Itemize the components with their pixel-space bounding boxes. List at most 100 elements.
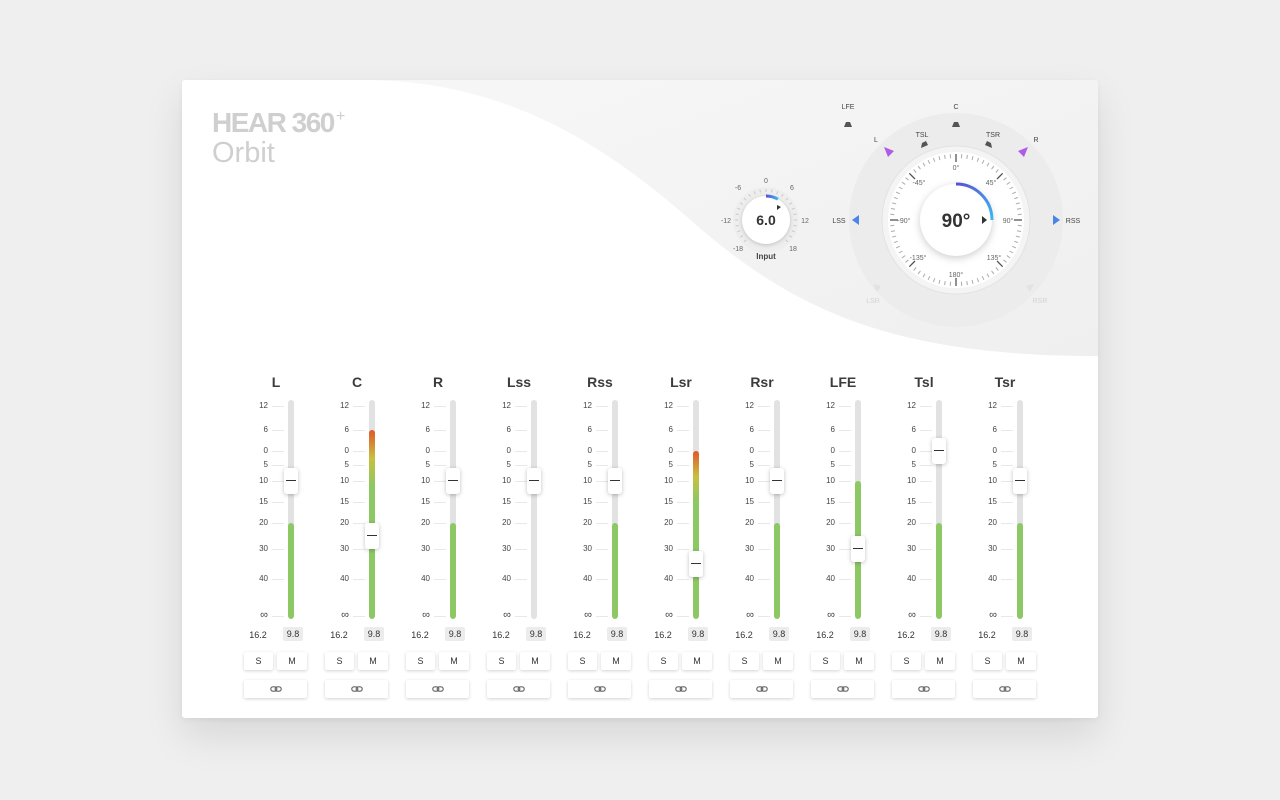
orbit-tick-mark (922, 162, 926, 167)
solo-button[interactable]: S (811, 652, 840, 670)
speaker-tsl-icon[interactable] (921, 141, 928, 148)
speaker-tsr-icon[interactable] (985, 141, 992, 148)
orbit-tick-mark (1015, 202, 1020, 205)
fader-handle[interactable] (770, 468, 784, 494)
solo-button[interactable]: S (649, 652, 678, 670)
mute-button[interactable]: M (520, 652, 550, 670)
link-button[interactable] (406, 680, 469, 698)
orbit-tick-90: 90° (1003, 217, 1014, 225)
fader-scale-label: 20 (421, 518, 430, 527)
solo-button[interactable]: S (406, 652, 435, 670)
link-button[interactable] (892, 680, 955, 698)
fader-handle[interactable] (851, 536, 865, 562)
fader-scale-line (920, 406, 932, 407)
speaker-r-icon[interactable] (1018, 147, 1028, 157)
fader-scale-line (515, 406, 527, 407)
mute-button[interactable]: M (925, 652, 955, 670)
orbit-tick-mark (966, 154, 968, 160)
fader-scale-label: 30 (745, 544, 754, 553)
link-button[interactable] (568, 680, 631, 698)
speaker-lss-icon[interactable] (852, 215, 859, 225)
mute-button[interactable]: M (277, 652, 307, 670)
fader-scale-line (920, 502, 932, 503)
speaker-lfe-icon[interactable] (844, 122, 852, 127)
orbit-tick-mark (986, 162, 990, 167)
link-button[interactable] (244, 680, 307, 698)
fader-scale-line (434, 406, 446, 407)
speaker-rsr-icon[interactable] (1026, 284, 1034, 292)
mute-button[interactable]: M (358, 652, 388, 670)
fader-handle[interactable] (1013, 468, 1027, 494)
mute-button[interactable]: M (763, 652, 793, 670)
peak-readout: 9.8 (607, 627, 627, 641)
channel-name: Lss (506, 374, 532, 390)
orbit-tick-mark (932, 278, 936, 283)
fader-scale-label: 30 (988, 544, 997, 553)
fader-scale-label: 10 (502, 476, 511, 485)
fader-handle[interactable] (284, 468, 298, 494)
fader-scale-label: 6 (263, 425, 268, 434)
input-knob-value: 6.0 (756, 212, 776, 228)
fader-scale-label: 30 (664, 544, 673, 553)
fader-scale-line (272, 579, 284, 580)
speaker-c-icon[interactable] (952, 122, 960, 127)
level-meter (450, 400, 456, 619)
fader-scale-line (596, 465, 608, 466)
fader-handle[interactable] (446, 468, 460, 494)
orbit-tick-mark (971, 279, 974, 284)
solo-button[interactable]: S (244, 652, 273, 670)
solo-button[interactable]: S (730, 652, 759, 670)
fader-scale-label: 15 (583, 497, 592, 506)
fader-scale-line (434, 465, 446, 466)
channel-strip-c: C 12 6 0 5 10 15 20 30 40 ∞ 16.2 9.8 S M (325, 80, 406, 718)
fader-scale-line (839, 502, 851, 503)
fader-scale-line (353, 549, 365, 550)
orbit-panner[interactable]: 90° 0° 45° 90° 135° 180° -135° -90° -45°… (822, 90, 1092, 340)
fader-scale-label: 10 (259, 476, 268, 485)
mute-button[interactable]: M (1006, 652, 1036, 670)
fader-scale-label: 5 (425, 460, 430, 469)
link-button[interactable] (649, 680, 712, 698)
solo-button[interactable]: S (892, 652, 921, 670)
fader-scale-line (920, 481, 932, 482)
fader-handle[interactable] (527, 468, 541, 494)
input-knob[interactable]: 6.0 Input 0 6 12 18 -6 -12 -18 (716, 174, 816, 264)
link-button[interactable] (730, 680, 793, 698)
peak-readout: 9.8 (850, 627, 870, 641)
solo-button[interactable]: S (325, 652, 354, 670)
mute-button[interactable]: M (844, 652, 874, 670)
channel-name: Rsr (750, 374, 774, 390)
fader-scale-label: 12 (583, 401, 592, 410)
solo-button[interactable]: S (487, 652, 516, 670)
fader-handle[interactable] (608, 468, 622, 494)
fader-scale-label: ∞ (422, 609, 430, 621)
link-button[interactable] (325, 680, 388, 698)
fader-scale-line (272, 523, 284, 524)
fader-scale-line (677, 616, 689, 617)
mute-button[interactable]: M (601, 652, 631, 670)
link-button[interactable] (487, 680, 550, 698)
fader-scale-label: 5 (992, 460, 997, 469)
input-scale-12: 12 (801, 218, 809, 225)
speaker-lsr-icon[interactable] (873, 284, 881, 292)
fader-handle[interactable] (932, 438, 946, 464)
input-knob-tick (781, 193, 784, 197)
fader-scale-label: 5 (911, 460, 916, 469)
fader-scale-line (758, 523, 770, 524)
fader-scale-label: 15 (502, 497, 511, 506)
speaker-label-r: R (1033, 137, 1038, 144)
link-button[interactable] (811, 680, 874, 698)
speaker-rss-icon[interactable] (1053, 215, 1060, 225)
link-button[interactable] (973, 680, 1036, 698)
solo-button[interactable]: S (568, 652, 597, 670)
speaker-l-icon[interactable] (884, 147, 894, 157)
orbit-tick-mark (986, 273, 990, 278)
solo-button[interactable]: S (973, 652, 1002, 670)
fader-handle[interactable] (689, 551, 703, 577)
orbit-tick-mark (892, 202, 897, 205)
mute-button[interactable]: M (439, 652, 469, 670)
mute-button[interactable]: M (682, 652, 712, 670)
fader-scale-label: 0 (992, 446, 997, 455)
peak-readout: 9.8 (364, 627, 384, 641)
fader-handle[interactable] (365, 523, 379, 549)
